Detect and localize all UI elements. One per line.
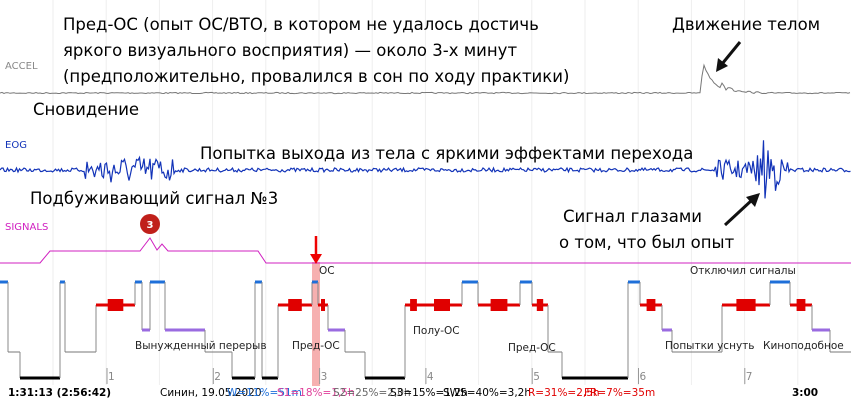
annotation: яркого визуального восприятия) — около 3…	[63, 41, 517, 60]
stage-stat: S2=25%=2,0h	[333, 387, 411, 399]
rem-block	[410, 299, 417, 311]
status-time: 1:31:13 (2:56:42)	[8, 387, 111, 399]
accel-trace	[0, 63, 851, 95]
stage-stat: FR=7%=35m	[584, 387, 655, 399]
cursor-arrow-head	[310, 254, 322, 264]
hypnogram-label: Пред-ОС	[292, 340, 340, 352]
annotation: Сновидение	[33, 100, 139, 119]
stage-stat: S1=18%=1,5h	[277, 387, 355, 399]
eog-trace	[0, 140, 851, 199]
hypnogram-label: ОС	[319, 265, 335, 277]
hypnogram-label: Пред-ОС	[508, 342, 556, 354]
arrow-head	[716, 58, 728, 72]
annotation: о том, что был опыт	[559, 233, 735, 252]
annotation: Подбуживающий сигнал №3	[30, 189, 278, 208]
hypnogram-label: Вынужденный перерыв	[135, 340, 267, 352]
signals-trace	[0, 237, 851, 264]
stage-stat: S3=15%=1,2h	[390, 387, 468, 399]
rem-block	[536, 299, 544, 311]
status-stages: W=11%=51mS1=18%=1,5hS2=25%=2,0hS3=15%=1,…	[227, 387, 655, 399]
annotation: Попытка выхода из тела с яркими эффектам…	[200, 144, 693, 163]
arrow-head	[746, 193, 760, 207]
hour-marks: 1 2 3 4 5 6 7	[106, 368, 753, 384]
rem-block	[490, 299, 508, 311]
hypnogram-label: Полу-ОС	[413, 325, 460, 337]
rem-block	[736, 299, 756, 311]
hour-label: 6	[640, 371, 647, 383]
status-subject: Синин, 19.05.2020	[160, 387, 262, 399]
status-end-time: 3:00	[792, 387, 818, 399]
hour-label: 1	[108, 371, 115, 383]
hypnogram-label: Попытки уснуть	[665, 340, 754, 352]
signal-marker-label: 3	[147, 220, 154, 231]
channel-label: EOG	[5, 140, 27, 151]
rem-block	[434, 299, 450, 311]
annotation: Сигнал глазами	[563, 207, 702, 226]
annotation: (предположительно, провалился в сон по х…	[63, 67, 569, 86]
arrow	[720, 41, 742, 65]
rem-block	[796, 299, 806, 311]
channel-label: SIGNALS	[5, 222, 48, 233]
rem-block	[321, 299, 325, 311]
stage-stat: SWS=40%=3,2h	[443, 387, 531, 399]
arrow	[723, 198, 754, 227]
hypnogram	[0, 280, 851, 380]
hour-label: 3	[321, 371, 328, 383]
grid	[52, 0, 799, 385]
hour-label: 4	[427, 371, 434, 383]
stage-stat: W=11%=51m	[227, 387, 302, 399]
channel-label: ACCEL	[5, 61, 38, 72]
hour-label: 7	[746, 371, 753, 383]
hour-label: 5	[533, 371, 540, 383]
stage-stat: R=31%=2,5h	[528, 387, 600, 399]
hour-label: 2	[214, 371, 221, 383]
signal-marker	[140, 214, 160, 234]
cursor-band	[312, 262, 320, 386]
rem-block	[107, 299, 124, 311]
hypnogram-label: Отключил сигналы	[690, 265, 796, 277]
annotation: Пред-ОС (опыт ОС/ВТО, в котором не удало…	[63, 15, 539, 34]
hypnogram-label: Киноподобное	[763, 340, 844, 352]
rem-block	[288, 299, 302, 311]
annotation: Движение телом	[672, 15, 820, 34]
rem-block	[646, 299, 656, 311]
